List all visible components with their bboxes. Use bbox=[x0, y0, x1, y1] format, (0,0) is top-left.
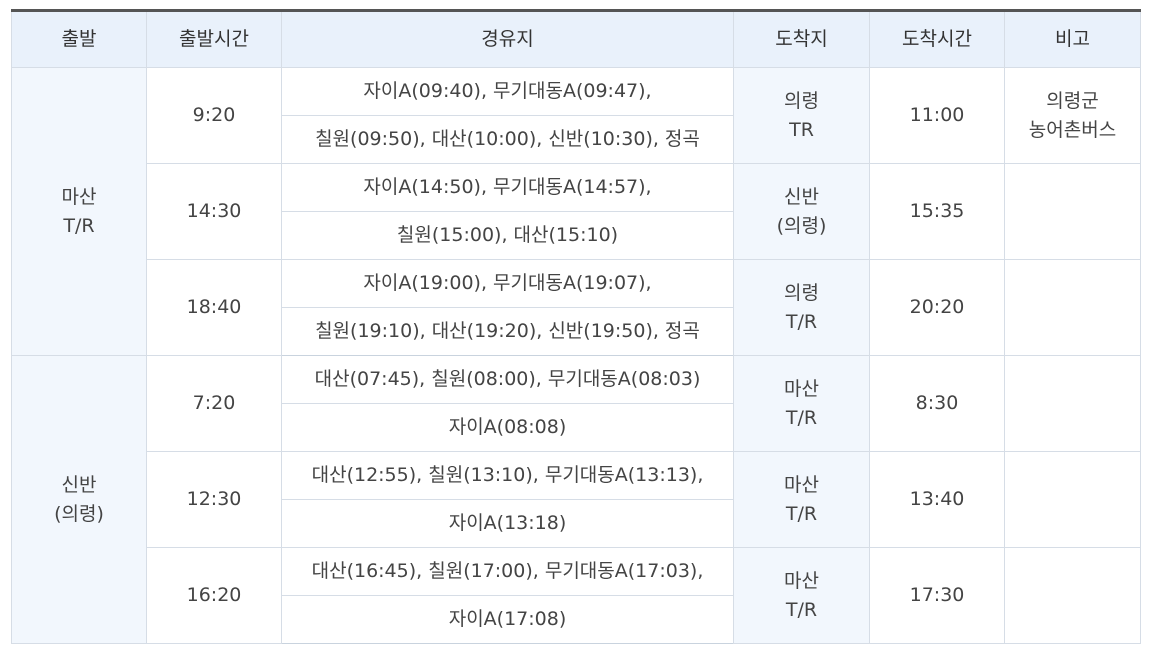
arrival-time-cell: 20:20 bbox=[869, 259, 1005, 356]
depart-line: T/R bbox=[63, 214, 95, 237]
depart-time-cell: 16:20 bbox=[146, 547, 282, 644]
destination-cell: 의령 TR bbox=[733, 67, 870, 164]
arrival-time-cell: 15:35 bbox=[869, 163, 1005, 260]
depart-time-cell: 9:20 bbox=[146, 67, 282, 164]
header-depart: 출발 bbox=[11, 10, 147, 68]
note-cell bbox=[1004, 547, 1141, 644]
via-cell: 자이A(14:50), 무기대동A(14:57), bbox=[281, 163, 734, 212]
table-row: 신반 (의령) 7:20 대산(07:45), 칠원(08:00), 무기대동A… bbox=[11, 355, 1141, 644]
table-row: 16:20 대산(16:45), 칠원(17:00), 무기대동A(17:03)… bbox=[12, 547, 1141, 644]
destination-cell: 마산 T/R bbox=[733, 451, 870, 548]
depart-line: 마산 bbox=[61, 185, 97, 208]
destination-line: 마산 bbox=[784, 473, 819, 496]
destination-line: 의령 bbox=[784, 281, 819, 304]
table-row: 자이A(08:08) bbox=[12, 403, 1141, 452]
depart-cell: 마산 T/R bbox=[11, 67, 147, 356]
destination-line: 의령 bbox=[784, 89, 819, 112]
table-row: 12:30 대산(12:55), 칠원(13:10), 무기대동A(13:13)… bbox=[12, 451, 1141, 548]
depart-time-cell: 12:30 bbox=[146, 451, 282, 548]
depart-line: (의령) bbox=[54, 502, 104, 525]
note-line: 농어촌버스 bbox=[1028, 118, 1117, 141]
destination-line: 마산 bbox=[784, 569, 819, 592]
bus-timetable: 출발 출발시간 경유지 도착지 도착시간 비고 마산 T/R 9:20 자이A(… bbox=[11, 9, 1141, 644]
destination-line: 마산 bbox=[784, 377, 819, 400]
table-row: 마산 T/R 9:20 자이A(09:40), 무기대동A(09:47), 의령… bbox=[11, 67, 1141, 356]
destination-line: 신반 bbox=[784, 185, 819, 208]
note-cell bbox=[1004, 355, 1141, 452]
via-cell: 칠원(09:50), 대산(10:00), 신반(10:30), 정곡 bbox=[281, 115, 734, 164]
header-destination: 도착지 bbox=[733, 10, 870, 68]
arrival-time-cell: 17:30 bbox=[869, 547, 1005, 644]
destination-line: T/R bbox=[785, 598, 818, 621]
destination-line: T/R bbox=[785, 406, 818, 429]
depart-time-cell: 14:30 bbox=[146, 163, 282, 260]
note-cell bbox=[1004, 259, 1141, 356]
depart-time-cell: 18:40 bbox=[146, 259, 282, 356]
via-cell: 칠원(19:10), 대산(19:20), 신반(19:50), 정곡 bbox=[281, 307, 734, 356]
table-row: 18:40 자이A(19:00), 무기대동A(19:07), 의령 T/R 2… bbox=[12, 259, 1141, 356]
header-arrival-time: 도착시간 bbox=[869, 10, 1005, 68]
arrival-time-cell: 11:00 bbox=[869, 67, 1005, 164]
via-cell: 자이A(17:08) bbox=[281, 595, 734, 644]
table-row: 칠원(15:00), 대산(15:10) bbox=[12, 211, 1141, 260]
destination-cell: 의령 T/R bbox=[733, 259, 870, 356]
via-cell: 자이A(08:08) bbox=[281, 403, 734, 452]
header-row: 출발 출발시간 경유지 도착지 도착시간 비고 bbox=[11, 10, 1141, 68]
destination-line: T/R bbox=[785, 310, 818, 333]
via-cell: 자이A(19:00), 무기대동A(19:07), bbox=[281, 259, 734, 308]
destination-cell: 마산 T/R bbox=[733, 355, 870, 452]
note-cell bbox=[1004, 451, 1141, 548]
depart-line: 신반 bbox=[61, 473, 97, 496]
header-depart-time: 출발시간 bbox=[146, 10, 282, 68]
depart-time-cell: 7:20 bbox=[146, 355, 282, 452]
table-row: 14:30 자이A(14:50), 무기대동A(14:57), 신반 (의령) … bbox=[12, 163, 1141, 260]
header-via: 경유지 bbox=[281, 10, 734, 68]
via-cell: 대산(07:45), 칠원(08:00), 무기대동A(08:03) bbox=[281, 355, 734, 404]
via-cell: 자이A(09:40), 무기대동A(09:47), bbox=[281, 67, 734, 116]
arrival-time-cell: 13:40 bbox=[869, 451, 1005, 548]
via-cell: 칠원(15:00), 대산(15:10) bbox=[281, 211, 734, 260]
arrival-time-cell: 8:30 bbox=[869, 355, 1005, 452]
destination-line: T/R bbox=[785, 502, 818, 525]
note-cell bbox=[1004, 163, 1141, 260]
destination-line: TR bbox=[789, 118, 814, 141]
header-note: 비고 bbox=[1004, 10, 1141, 68]
note-line: 의령군 bbox=[1046, 89, 1099, 112]
table-row: 칠원(09:50), 대산(10:00), 신반(10:30), 정곡 bbox=[12, 115, 1141, 164]
destination-line: (의령) bbox=[776, 214, 827, 237]
table-row: 자이A(13:18) bbox=[12, 499, 1141, 548]
via-cell: 자이A(13:18) bbox=[281, 499, 734, 548]
destination-cell: 신반 (의령) bbox=[733, 163, 870, 260]
note-cell: 의령군 농어촌버스 bbox=[1004, 67, 1141, 164]
timetable-container: 출발 출발시간 경유지 도착지 도착시간 비고 마산 T/R 9:20 자이A(… bbox=[11, 9, 1141, 644]
depart-cell: 신반 (의령) bbox=[11, 355, 147, 644]
via-cell: 대산(12:55), 칠원(13:10), 무기대동A(13:13), bbox=[281, 451, 734, 500]
table-row: 자이A(17:08) bbox=[12, 595, 1141, 644]
destination-cell: 마산 T/R bbox=[733, 547, 870, 644]
via-cell: 대산(16:45), 칠원(17:00), 무기대동A(17:03), bbox=[281, 547, 734, 596]
